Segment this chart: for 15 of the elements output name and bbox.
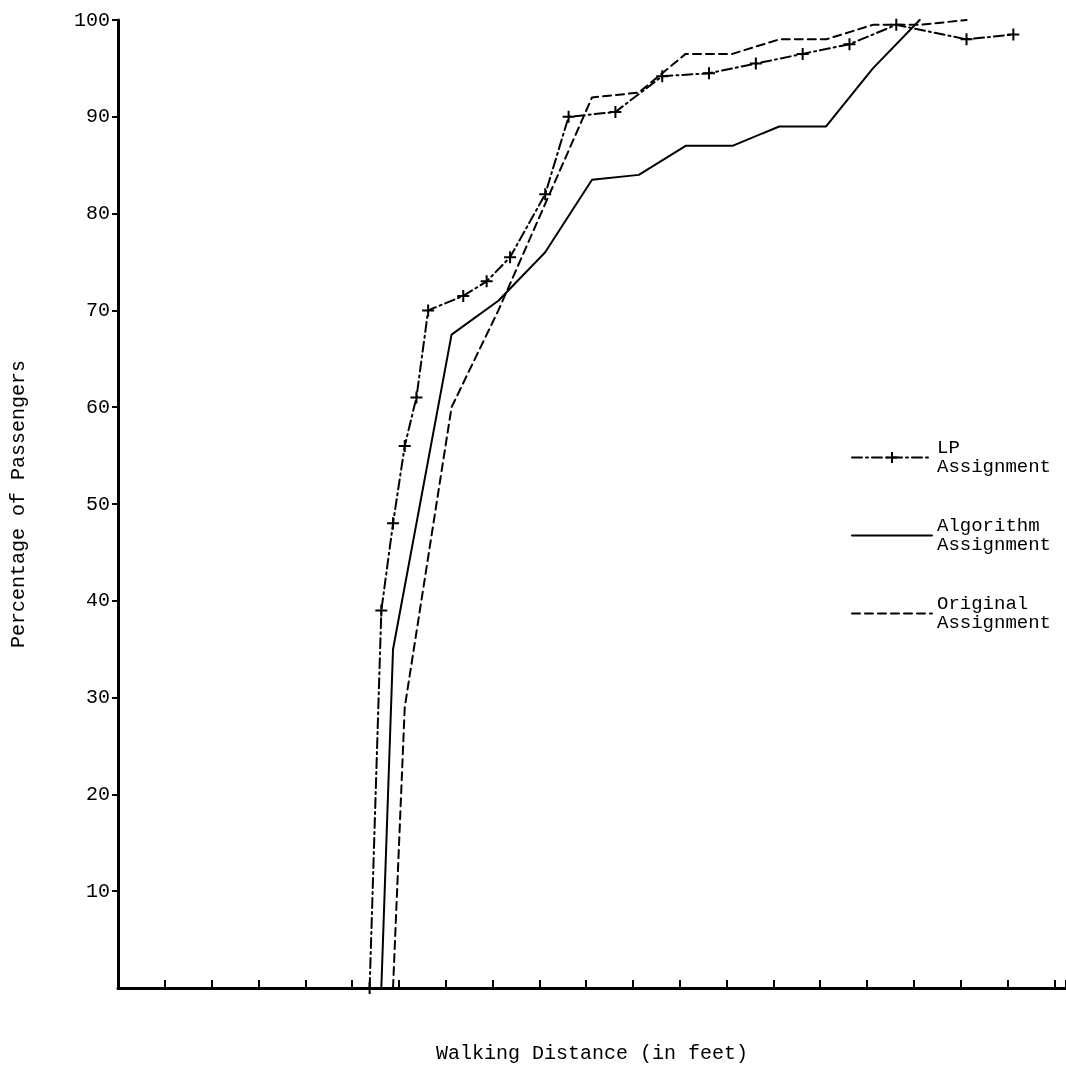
- y-tick-label: 80: [85, 202, 110, 226]
- y-tick-label: 100: [73, 8, 110, 32]
- legend-label: LP Assignment: [936, 437, 1052, 478]
- legend-label: Algorithm Assignment: [936, 515, 1052, 556]
- y-tick-label: 60: [85, 395, 110, 419]
- x-axis-title: Walking Distance (in feet): [435, 1041, 749, 1065]
- y-tick-label: 10: [85, 879, 110, 903]
- y-axis-title: Percentage of Passengers: [6, 359, 30, 649]
- y-tick-label: 90: [85, 105, 110, 129]
- y-tick-label: 70: [85, 298, 110, 322]
- legend-label: Original Assignment: [936, 593, 1052, 634]
- y-tick-label: 20: [85, 782, 110, 806]
- y-tick-label: 50: [85, 492, 110, 516]
- y-tick-label: 30: [85, 686, 110, 710]
- y-tick-label: 40: [85, 589, 110, 613]
